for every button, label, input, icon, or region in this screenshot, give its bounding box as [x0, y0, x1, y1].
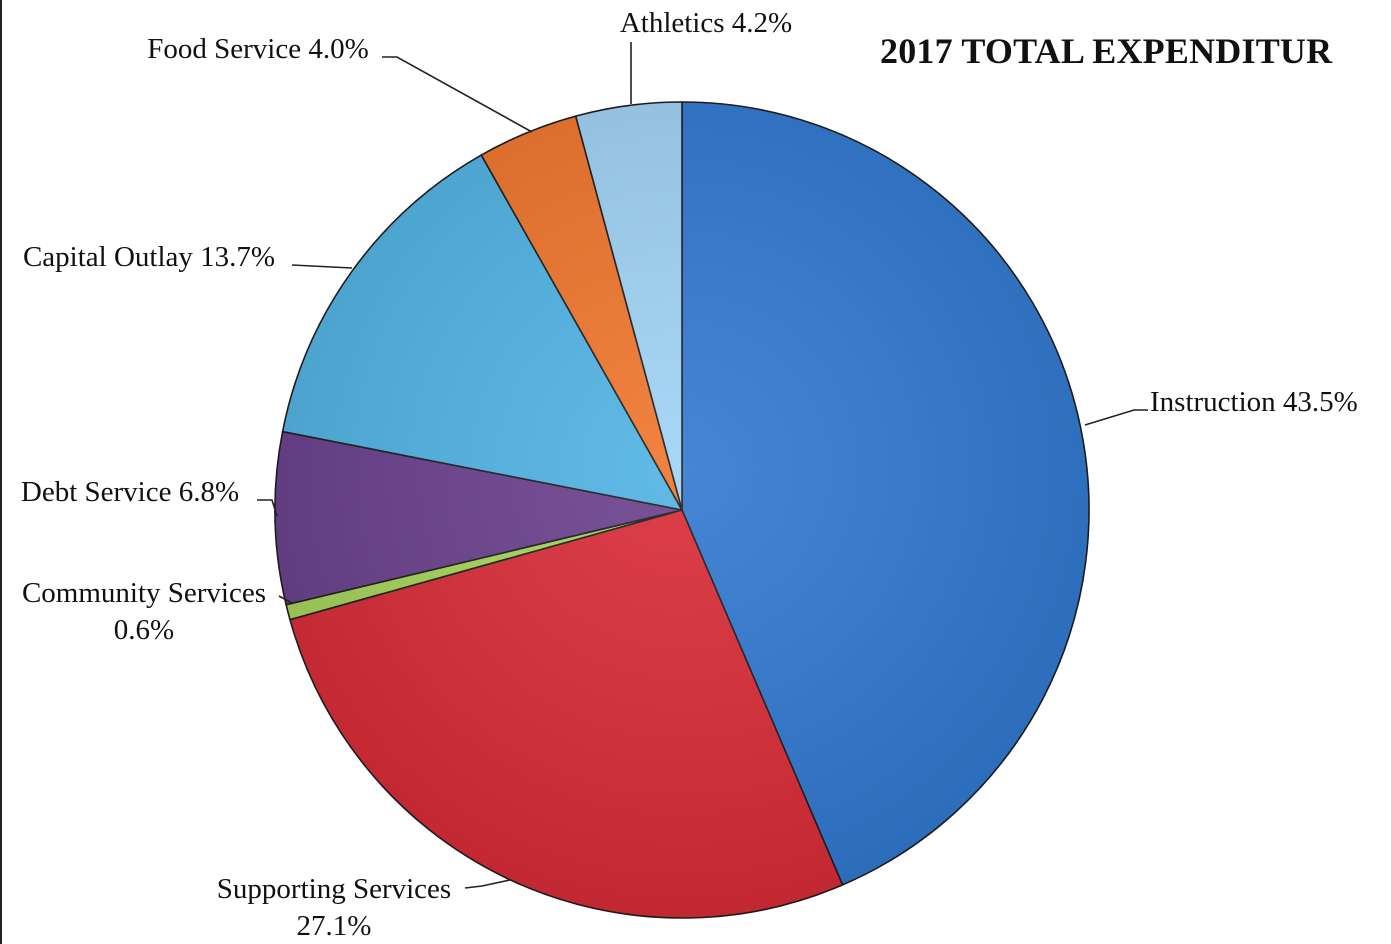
pie-slices	[274, 101, 1090, 919]
slice-label-value-supporting-services: 27.1%	[297, 910, 372, 942]
slice-label-debt-service: Debt Service 6.8%	[21, 476, 239, 508]
leader-line-instruction	[1084, 409, 1148, 426]
leader-lines	[257, 42, 1148, 889]
slice-label-athletics: Athletics 4.2%	[620, 7, 792, 39]
slice-label-instruction: Instruction 43.5%	[1150, 386, 1358, 418]
chart-title: 2017 TOTAL EXPENDITUR	[880, 31, 1333, 71]
slice-label-name-community-services: Community Services	[22, 577, 266, 609]
slice-label-food-service: Food Service 4.0%	[147, 33, 369, 65]
leader-line-supporting-services	[464, 879, 511, 889]
slice-label-name-supporting-services: Supporting Services	[217, 873, 451, 905]
leader-line-debt-service	[257, 499, 278, 517]
leader-line-capital-outlay	[291, 264, 353, 269]
slice-label-value-community-services: 0.6%	[114, 614, 174, 646]
leader-line-community-services	[278, 595, 293, 604]
slice-labels: Instruction 43.5% Supporting Services 27.1…	[21, 7, 1358, 942]
leader-line-food-service	[382, 56, 533, 133]
slice-label-capital-outlay: Capital Outlay 13.7%	[23, 241, 275, 273]
